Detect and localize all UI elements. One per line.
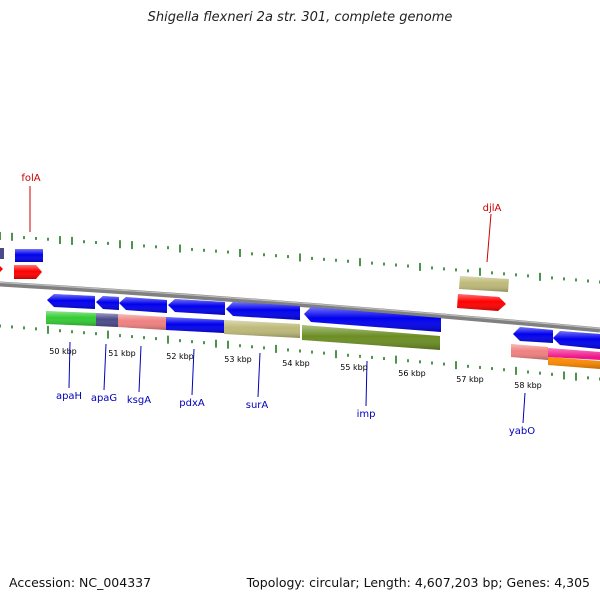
scale-label: 54 kbp: [282, 359, 310, 368]
gene-shading: [15, 249, 43, 262]
gene-feature[interactable]: [0, 266, 3, 272]
accession-label: Accession: NC_004337: [9, 575, 152, 590]
genome-backbone-highlight: [0, 281, 600, 330]
gene-shading: [46, 311, 600, 369]
scale-label: 52 kbp: [166, 352, 194, 361]
gene-shading: [457, 294, 506, 311]
leader-line-apaG: [103, 343, 107, 391]
scale-label: 57 kbp: [456, 375, 484, 384]
gene-label-surA[interactable]: surA: [246, 400, 269, 411]
gene-shading: [459, 276, 509, 292]
forward-strand-genes: [0, 248, 509, 311]
top-tick-row: [0, 232, 600, 284]
gene-label-yabO[interactable]: yabO: [509, 426, 535, 437]
gene-feature[interactable]: [0, 248, 4, 259]
gene-shading: [14, 265, 42, 279]
gene-label-folA[interactable]: folA: [21, 173, 40, 184]
genome-backbone: [0, 281, 600, 333]
scale-label: 51 kbp: [108, 349, 136, 358]
gene-label-ksgA[interactable]: ksgA: [127, 395, 151, 406]
gene-label-apaG[interactable]: apaG: [91, 393, 117, 404]
label-leader-lines: [29, 186, 526, 424]
leader-line-apaH: [68, 341, 71, 389]
gene-shading: [47, 294, 600, 349]
scale-label: 58 kbp: [514, 381, 542, 390]
scale-label: 56 kbp: [398, 369, 426, 378]
leader-line-yabO: [522, 392, 526, 424]
gene-label-imp[interactable]: imp: [357, 409, 376, 420]
scale-label: 50 kbp: [49, 347, 77, 356]
gene-label-pdxA[interactable]: pdxA: [179, 398, 205, 409]
scale-label: 55 kbp: [340, 363, 368, 372]
scale-label: 53 kbp: [224, 355, 252, 364]
leader-line-djlA: [486, 213, 492, 263]
topology-label: Topology: circular; Length: 4,607,203 bp…: [246, 575, 590, 590]
leader-line-imp: [365, 360, 368, 407]
gene-labels: folA djlA apaH apaG ksgA pdxA surA imp y…: [21, 173, 535, 437]
leader-line-ksgA: [138, 345, 142, 393]
leader-line-pdxA: [191, 348, 195, 396]
reverse-strand-genes-lane2: [46, 311, 600, 369]
map-title: Shigella flexneri 2a str. 301, complete …: [147, 10, 453, 25]
bottom-tick-row: [0, 324, 600, 381]
gene-label-apaH[interactable]: apaH: [56, 391, 82, 402]
gene-label-djlA[interactable]: djlA: [483, 203, 502, 214]
reverse-strand-genes-lane1: [47, 294, 600, 349]
leader-line-surA: [257, 352, 261, 398]
scale-labels: 50 kbp 51 kbp 52 kbp 53 kbp 54 kbp 55 kb…: [49, 347, 542, 390]
